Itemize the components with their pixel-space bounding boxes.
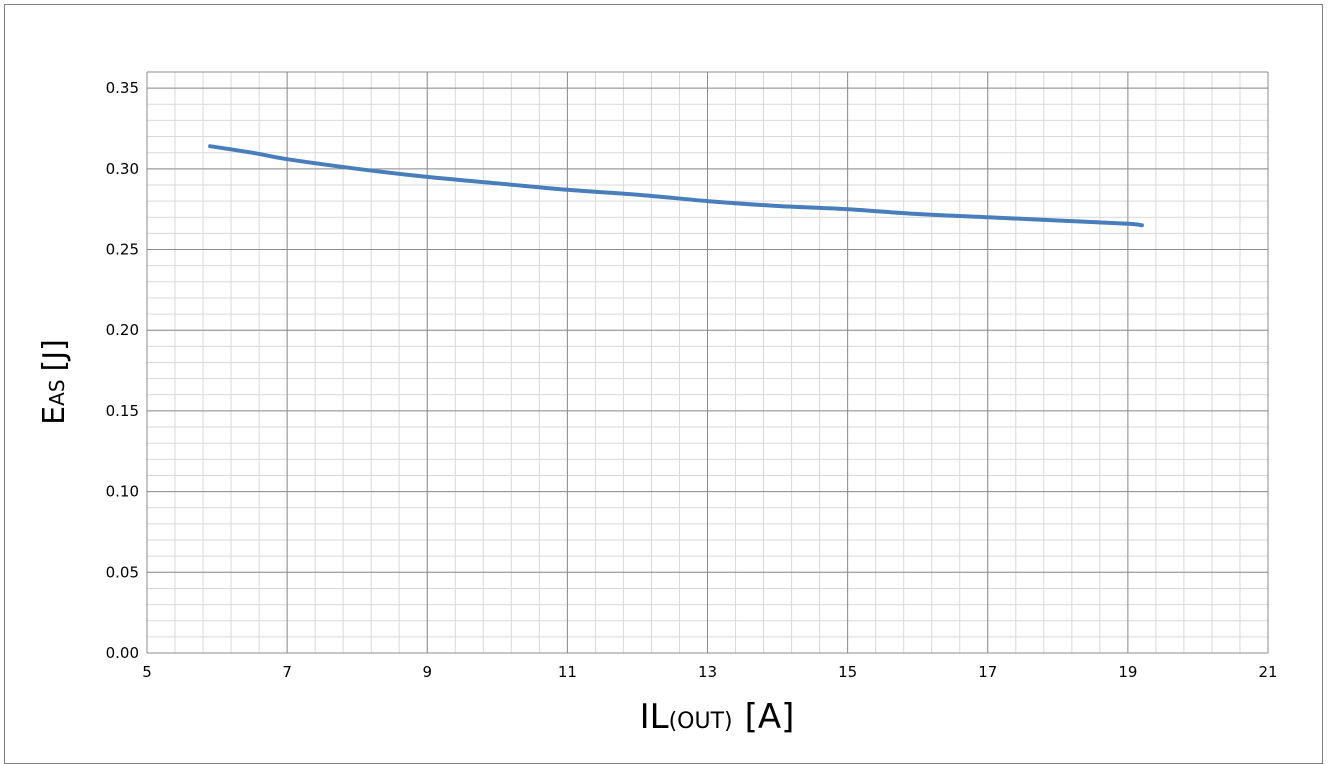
x-tick-label: 13 xyxy=(698,663,717,681)
x-tick-label: 15 xyxy=(838,663,857,681)
y-tick-label: 0.20 xyxy=(106,321,139,339)
x-axis-title-main: IL xyxy=(640,697,669,737)
y-axis-title-main: E xyxy=(37,406,72,425)
y-axis-title-unit: [J] xyxy=(37,339,72,371)
x-tick-label: 11 xyxy=(558,663,577,681)
series-line xyxy=(208,144,1144,228)
y-axis-title-sub: AS xyxy=(45,379,69,405)
y-tick-label: 0.00 xyxy=(106,644,139,662)
x-tick-labels: 5 7 9 11 13 15 17 19 21 xyxy=(142,663,1277,681)
y-tick-label: 0.10 xyxy=(106,483,139,501)
major-grid xyxy=(146,71,1269,654)
x-axis-title-sub: (OUT) xyxy=(669,709,733,734)
y-tick-label: 0.35 xyxy=(106,79,139,97)
y-tick-labels: 0.00 0.05 0.10 0.15 0.20 0.25 0.30 0.35 xyxy=(106,79,139,662)
y-axis-title: EAS [J] xyxy=(37,339,72,425)
x-tick-label: 17 xyxy=(978,663,997,681)
x-tick-label: 9 xyxy=(422,663,432,681)
y-tick-label: 0.15 xyxy=(106,402,139,420)
x-axis-title-unit: [A] xyxy=(745,697,795,737)
x-axis-title: IL(OUT) [A] xyxy=(640,697,795,737)
y-tick-label: 0.25 xyxy=(106,241,139,259)
x-tick-label: 19 xyxy=(1118,663,1137,681)
x-tick-label: 5 xyxy=(142,663,152,681)
x-tick-label: 7 xyxy=(282,663,292,681)
series-layer xyxy=(208,144,1144,228)
y-tick-label: 0.05 xyxy=(106,563,139,581)
x-tick-label: 21 xyxy=(1258,663,1277,681)
y-tick-label: 0.30 xyxy=(106,160,139,178)
